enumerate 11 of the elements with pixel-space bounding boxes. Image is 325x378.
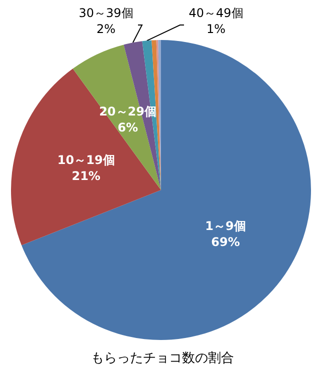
data-label: 2% (96, 22, 116, 36)
slice-label: 30～39個 (78, 6, 134, 20)
slice-label: 20～29個 (99, 104, 156, 118)
data-label: 69% (211, 234, 240, 249)
slice-label: 10～19個 (57, 153, 115, 168)
slice-label: 40～49個 (188, 6, 244, 20)
data-label: 6% (118, 120, 138, 134)
data-label: 1% (206, 22, 226, 36)
text: もらったチョコ数の割合 (91, 351, 234, 366)
data-label: 21% (72, 169, 100, 184)
slice-label: 1～9個 (205, 218, 246, 233)
